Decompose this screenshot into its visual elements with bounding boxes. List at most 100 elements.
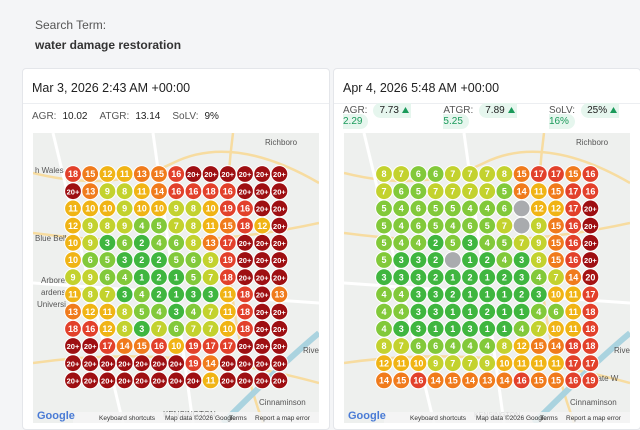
metric-change: 16% [549, 105, 619, 127]
rank-value: 12 [102, 324, 112, 334]
rank-value: 20+ [256, 377, 269, 386]
rank-value: 15 [568, 169, 578, 179]
rank-value: 18 [240, 307, 250, 317]
rank-value: 11 [103, 307, 113, 317]
rank-marker [443, 251, 462, 269]
map-footer-item: Map data ©2026 Google [165, 414, 236, 422]
rank-value: 1 [502, 290, 507, 300]
rank-value: 1 [174, 290, 179, 300]
rank-value: 10 [68, 255, 78, 265]
rank-value: 12 [257, 221, 267, 231]
rank-value: 9 [105, 186, 110, 196]
rank-value: 7 [467, 169, 472, 179]
rank-value: 9 [536, 221, 541, 231]
rank-value: 4 [536, 307, 541, 317]
rank-value: 16 [223, 186, 233, 196]
rank-value: 9 [88, 272, 93, 282]
rank-value: 17 [568, 204, 578, 214]
rank-value: 11 [534, 358, 544, 368]
rank-value: 5 [433, 204, 438, 214]
rank-value: 20+ [256, 273, 269, 282]
rank-value: 7 [519, 238, 524, 248]
panel-card: Apr 4, 2026 5:48 AM +00:00 AGR: 7.73 2.29 AT… [333, 68, 640, 430]
rank-value: 20+ [118, 359, 131, 368]
rank-value: 4 [399, 238, 404, 248]
map-place-label: Rive [303, 346, 319, 355]
metric-label: SoLV: [548, 105, 576, 116]
rank-value: 8 [536, 255, 541, 265]
rank-value: 20+ [239, 187, 252, 196]
metric: SoLV: 9% [172, 111, 219, 122]
rank-value: 5 [174, 255, 179, 265]
metric-change-value: 5.25 [443, 116, 463, 127]
rank-value: 14 [465, 376, 475, 386]
rank-value: 4 [381, 290, 386, 300]
rank-value: 7 [208, 324, 213, 334]
metric: SoLV: 25% 16% [548, 103, 640, 129]
rank-value: 4 [485, 204, 490, 214]
rank-value: 8 [502, 169, 507, 179]
rank-value: 20+ [256, 359, 269, 368]
rank-value: 10 [102, 204, 112, 214]
rank-value: 6 [467, 221, 472, 231]
rank-value: 9 [88, 238, 93, 248]
rank-value: 19 [188, 358, 198, 368]
rank-value: 3 [174, 307, 179, 317]
rank-marker [270, 371, 289, 390]
metric: AGR: 10.02 [32, 111, 87, 122]
rank-value: 10 [413, 358, 423, 368]
rank-value: 9 [88, 221, 93, 231]
rank-value: 16 [568, 255, 578, 265]
rank-value: 18 [68, 324, 78, 334]
rank-value: 20+ [153, 377, 166, 386]
rank-marker [512, 199, 531, 218]
metric-value: 7.73 [379, 105, 399, 116]
rank-value: 7 [208, 307, 213, 317]
up-arrow [401, 107, 409, 113]
rank-value: 19 [223, 204, 233, 214]
rank-value: 5 [191, 272, 196, 282]
rank-value: 11 [137, 186, 147, 196]
rank-value: 4 [399, 204, 404, 214]
rank-value: 3 [416, 324, 421, 334]
rank-value: 10 [551, 290, 561, 300]
metric: AGR: 7.73 2.29 [343, 103, 431, 129]
metric-value: 7.89 [485, 105, 505, 116]
rank-value: 20+ [273, 239, 286, 248]
rank-value: 6 [174, 238, 179, 248]
rank-value: 20+ [273, 325, 286, 334]
metric-change-value: 16% [548, 116, 569, 127]
rank-value: 5 [433, 221, 438, 231]
map: Richboro h Wales Blue Bell Arboretum ardens … [33, 133, 319, 423]
rank-value: 2 [502, 272, 507, 282]
rank-value: 11 [206, 221, 216, 231]
rank-value: 8 [191, 221, 196, 231]
rank-value: 5 [381, 221, 386, 231]
rank-value: 10 [137, 204, 147, 214]
map-place-label: Cinnaminson [259, 398, 306, 407]
rank-value: 6 [502, 204, 507, 214]
rank-value: 2 [485, 255, 490, 265]
rank-value: 4 [156, 238, 161, 248]
rank-value: 6 [416, 221, 421, 231]
rank-value: 5 [105, 255, 110, 265]
rank-value: 15 [85, 169, 95, 179]
rank-value: 4 [467, 204, 472, 214]
rank-value: 20+ [67, 187, 80, 196]
rank-value: 5 [416, 186, 421, 196]
rank-value: 2 [156, 290, 161, 300]
rank-value: 15 [551, 376, 561, 386]
rank-value: 4 [450, 341, 455, 351]
rank-value: 15 [534, 376, 544, 386]
rank-value: 20+ [239, 239, 252, 248]
google-logo: Google [348, 410, 386, 422]
rank-value: 11 [223, 290, 233, 300]
rank-value: 20+ [584, 205, 597, 214]
rank-value: 20+ [256, 325, 269, 334]
rank-value: 11 [68, 204, 78, 214]
rank-value: 4 [399, 221, 404, 231]
rank-value: 11 [120, 169, 130, 179]
rank-value: 6 [399, 186, 404, 196]
rank-value: 20+ [273, 342, 286, 351]
rank-value: 14 [517, 186, 527, 196]
